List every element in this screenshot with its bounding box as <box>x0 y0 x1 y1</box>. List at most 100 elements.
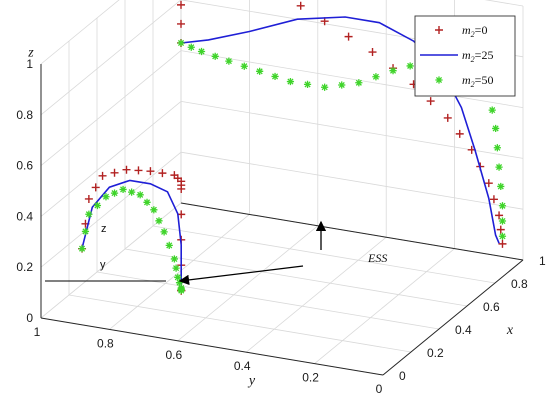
legend-var: m <box>462 23 471 37</box>
star-marker <box>93 201 102 210</box>
plus-marker <box>435 26 443 34</box>
plus-marker <box>177 0 185 9</box>
star-marker <box>150 206 158 214</box>
grid-line <box>40 50 182 166</box>
plus-marker <box>495 211 504 220</box>
grid-line <box>109 214 250 330</box>
axis-line <box>180 202 524 261</box>
plus-marker <box>484 179 493 188</box>
legend-entry-1: m2=25 <box>420 48 493 64</box>
z-tick-label: 0.8 <box>16 108 33 122</box>
plus-marker <box>146 167 155 176</box>
y-tick-label: 1 <box>34 325 41 339</box>
x-tick-label: 0.2 <box>427 346 444 360</box>
plus-marker <box>177 184 186 193</box>
star-marker <box>492 124 500 133</box>
legend-var: m <box>462 73 471 87</box>
grid-line <box>484 0 524 7</box>
x-tick-label: 1 <box>539 254 546 268</box>
star-marker <box>160 228 168 236</box>
star-marker <box>187 43 195 51</box>
grid-line <box>40 101 182 217</box>
plus-marker <box>177 19 185 28</box>
star-marker <box>119 185 127 194</box>
star-marker <box>177 39 185 47</box>
inner-z-label: z <box>101 223 107 235</box>
star-marker <box>211 52 219 60</box>
tick-labels: 00.20.40.60.8100.20.40.60.8100.20.40.60.… <box>16 45 546 396</box>
legend-sub: 2 <box>471 30 475 39</box>
star-marker <box>170 255 178 263</box>
legend-sub: 2 <box>471 80 475 89</box>
legend-label: m2=25 <box>462 48 493 64</box>
star-marker <box>338 81 346 89</box>
star-marker <box>128 188 136 196</box>
star-marker <box>78 245 86 253</box>
z-axis-label: z <box>27 45 34 60</box>
y-tick-label: 0.2 <box>302 371 319 385</box>
plus-marker <box>98 171 107 180</box>
x-tick-label: 0.8 <box>511 277 528 291</box>
grid-line <box>40 151 182 268</box>
star-marker <box>225 57 233 65</box>
legend-eq: =25 <box>475 48 494 62</box>
plus-marker <box>122 165 131 174</box>
plus-marker <box>496 225 505 234</box>
x-tick-label: 0.4 <box>455 323 472 337</box>
plus-marker <box>344 32 353 41</box>
plus-marker <box>368 48 377 57</box>
grid-line <box>152 225 496 284</box>
axis-line <box>40 317 384 376</box>
y-tick-label: 0.4 <box>234 359 251 373</box>
star-marker <box>498 202 507 210</box>
star-marker <box>110 189 119 197</box>
grid-line <box>180 101 524 159</box>
y-tick-label: 0.8 <box>97 336 114 350</box>
plus-marker <box>84 194 93 203</box>
star-marker <box>155 217 163 225</box>
star-marker <box>165 241 173 249</box>
star-marker <box>197 47 206 56</box>
star-marker <box>497 182 505 191</box>
grid-line <box>177 225 319 342</box>
axis-line <box>382 259 524 376</box>
star-marker <box>102 193 110 201</box>
x-axis-label: x <box>506 323 514 338</box>
plus-marker <box>110 168 119 177</box>
legend-entry-0: m2=0 <box>435 23 487 39</box>
x-tick-label: 0.6 <box>483 300 500 314</box>
star-marker <box>372 73 380 81</box>
plus-marker <box>489 195 498 204</box>
star-marker <box>81 227 90 236</box>
series-1 <box>81 16 500 291</box>
legend-entry-2: m2=50 <box>435 73 493 89</box>
legend-label: m2=0 <box>462 23 487 39</box>
star-marker <box>256 67 264 75</box>
plus-marker <box>498 239 507 248</box>
legend-var: m <box>462 48 471 62</box>
y-tick-label: 0 <box>376 382 383 396</box>
z-tick-label: 1 <box>26 57 33 71</box>
x-tick-label: 0 <box>399 369 406 383</box>
series-line <box>81 179 182 291</box>
star-marker <box>389 67 397 75</box>
grid-line <box>180 151 524 210</box>
plus-marker <box>426 97 435 106</box>
plus-marker <box>443 113 452 122</box>
star-marker <box>498 217 507 225</box>
star-marker <box>271 72 279 81</box>
annotations: ESS y z <box>45 220 387 286</box>
plus-marker <box>158 169 167 178</box>
ess-label: ESS <box>367 251 387 265</box>
plus-marker <box>455 129 464 138</box>
star-marker <box>488 106 496 114</box>
legend-eq: =50 <box>475 73 494 87</box>
star-marker <box>240 62 248 70</box>
legend-sub: 2 <box>471 55 475 64</box>
legend-box <box>414 15 516 97</box>
star-marker <box>355 79 363 87</box>
legend-label: m2=50 <box>462 73 493 89</box>
ess-arrow-left <box>178 265 304 286</box>
